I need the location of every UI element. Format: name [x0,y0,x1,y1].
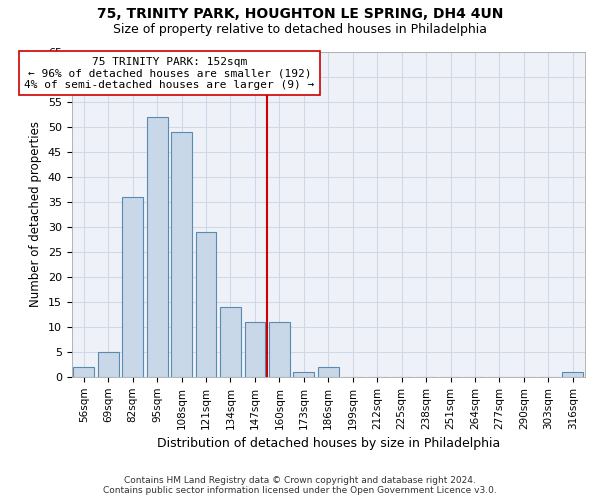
Bar [245,322,265,377]
Text: Contains HM Land Registry data © Crown copyright and database right 2024.
Contai: Contains HM Land Registry data © Crown c… [103,476,497,495]
Bar [293,372,314,377]
Bar [98,352,119,377]
Bar [147,116,167,377]
Bar [562,372,583,377]
Text: 75 TRINITY PARK: 152sqm
← 96% of detached houses are smaller (192)
4% of semi-de: 75 TRINITY PARK: 152sqm ← 96% of detache… [24,56,314,90]
Text: Size of property relative to detached houses in Philadelphia: Size of property relative to detached ho… [113,22,487,36]
X-axis label: Distribution of detached houses by size in Philadelphia: Distribution of detached houses by size … [157,437,500,450]
Y-axis label: Number of detached properties: Number of detached properties [29,121,42,307]
Bar [318,367,338,377]
Text: 75, TRINITY PARK, HOUGHTON LE SPRING, DH4 4UN: 75, TRINITY PARK, HOUGHTON LE SPRING, DH… [97,8,503,22]
Bar [220,307,241,377]
Bar [269,322,290,377]
Bar [73,367,94,377]
Bar [122,196,143,377]
Bar [171,132,192,377]
Bar [196,232,217,377]
